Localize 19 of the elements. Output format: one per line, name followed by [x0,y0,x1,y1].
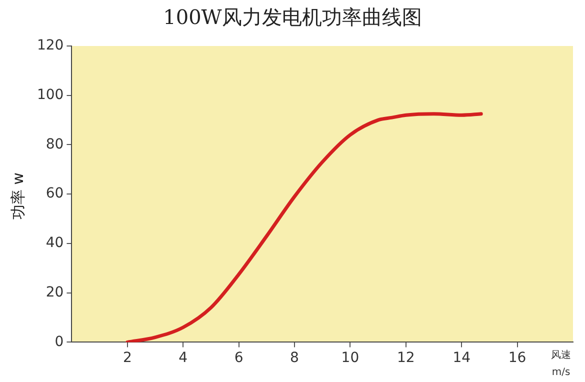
x-tick-label: 4 [178,350,188,366]
y-tick-label: 80 [46,136,64,152]
x-tick-label: 12 [396,350,415,366]
x-axis-title: 风速 m/s [551,348,571,378]
y-tick-label: 100 [36,87,64,104]
y-tick-label: 40 [46,235,64,252]
y-tick-label: 120 [36,38,64,54]
y-axis-title: 功率 w [8,172,28,220]
line-series [126,112,483,342]
y-tick-label: 0 [54,334,64,350]
x-tick-label: 2 [122,350,132,366]
x-tick-label: 8 [290,350,299,366]
x-tick-label: 16 [508,350,526,366]
y-tick-label: 20 [46,284,64,300]
x-tick-label: 14 [452,350,471,366]
y-tick-label: 60 [46,186,64,202]
chart-title: 100W风力发电机功率曲线图 [162,4,423,31]
x-tick-label: 6 [234,350,244,366]
x-tick-label: 10 [341,350,360,366]
